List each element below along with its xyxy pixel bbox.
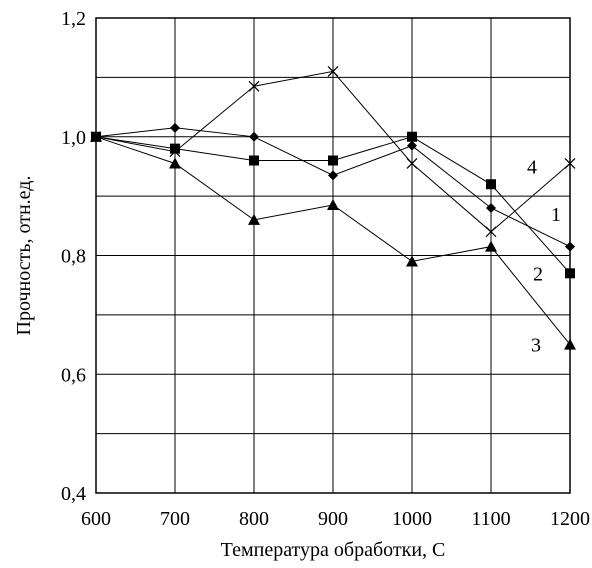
x-tick-label: 800 xyxy=(239,508,269,530)
y-tick-labels: 0,4 0,6 0,8 1,0 1,2 xyxy=(61,8,86,505)
curve-label-1: 1 xyxy=(551,204,561,226)
data-point-series-1 xyxy=(328,170,338,181)
data-point-series-2 xyxy=(565,268,575,279)
data-point-series-3 xyxy=(406,255,418,267)
data-point-series-3 xyxy=(248,213,260,225)
data-point-series-4 xyxy=(169,146,181,158)
data-point-series-4 xyxy=(248,80,260,92)
y-tick-label: 0,8 xyxy=(61,246,86,268)
data-point-series-1 xyxy=(565,241,575,252)
data-point-series-3 xyxy=(485,240,497,252)
data-point-series-3 xyxy=(327,199,339,211)
x-tick-label: 1000 xyxy=(392,508,432,530)
data-point-series-4 xyxy=(485,226,497,238)
y-tick-label: 0,4 xyxy=(61,483,86,505)
curve-label-2: 2 xyxy=(533,263,543,285)
data-point-series-2 xyxy=(328,155,338,166)
curve-labels: 1 2 3 4 xyxy=(527,156,561,356)
series-group xyxy=(90,66,576,350)
curve-label-3: 3 xyxy=(531,335,541,357)
y-tick-label: 1,0 xyxy=(61,127,86,149)
y-tick-label: 1,2 xyxy=(61,8,86,30)
data-point-series-2 xyxy=(486,179,496,190)
x-tick-label: 1200 xyxy=(550,508,590,530)
data-point-series-2 xyxy=(249,155,259,166)
data-point-series-1 xyxy=(170,122,180,133)
data-point-series-4 xyxy=(327,66,339,77)
data-point-series-1 xyxy=(486,203,496,213)
data-point-series-2 xyxy=(170,143,180,154)
data-point-series-2 xyxy=(407,131,417,142)
x-tick-label: 600 xyxy=(81,508,111,530)
x-tick-label: 700 xyxy=(160,508,190,530)
y-tick-label: 0,6 xyxy=(61,364,86,386)
data-point-series-4 xyxy=(406,158,418,169)
data-point-series-4 xyxy=(564,158,576,169)
data-point-series-1 xyxy=(407,140,417,151)
curve-label-4: 4 xyxy=(527,156,537,178)
data-point-series-3 xyxy=(169,157,181,169)
x-axis-title: Температура обработки, С xyxy=(221,539,446,561)
data-point-series-1 xyxy=(249,131,259,142)
x-tick-label: 900 xyxy=(318,508,348,530)
plot-frame xyxy=(95,17,571,494)
data-point-series-3 xyxy=(564,338,576,350)
grid xyxy=(95,17,571,494)
x-tick-label: 1100 xyxy=(471,508,510,530)
x-tick-labels: 600 700 800 900 1000 1100 1200 xyxy=(81,508,590,530)
data-point-series-4 xyxy=(90,131,102,143)
y-axis-title: Прочность, отн.ед. xyxy=(13,176,35,336)
